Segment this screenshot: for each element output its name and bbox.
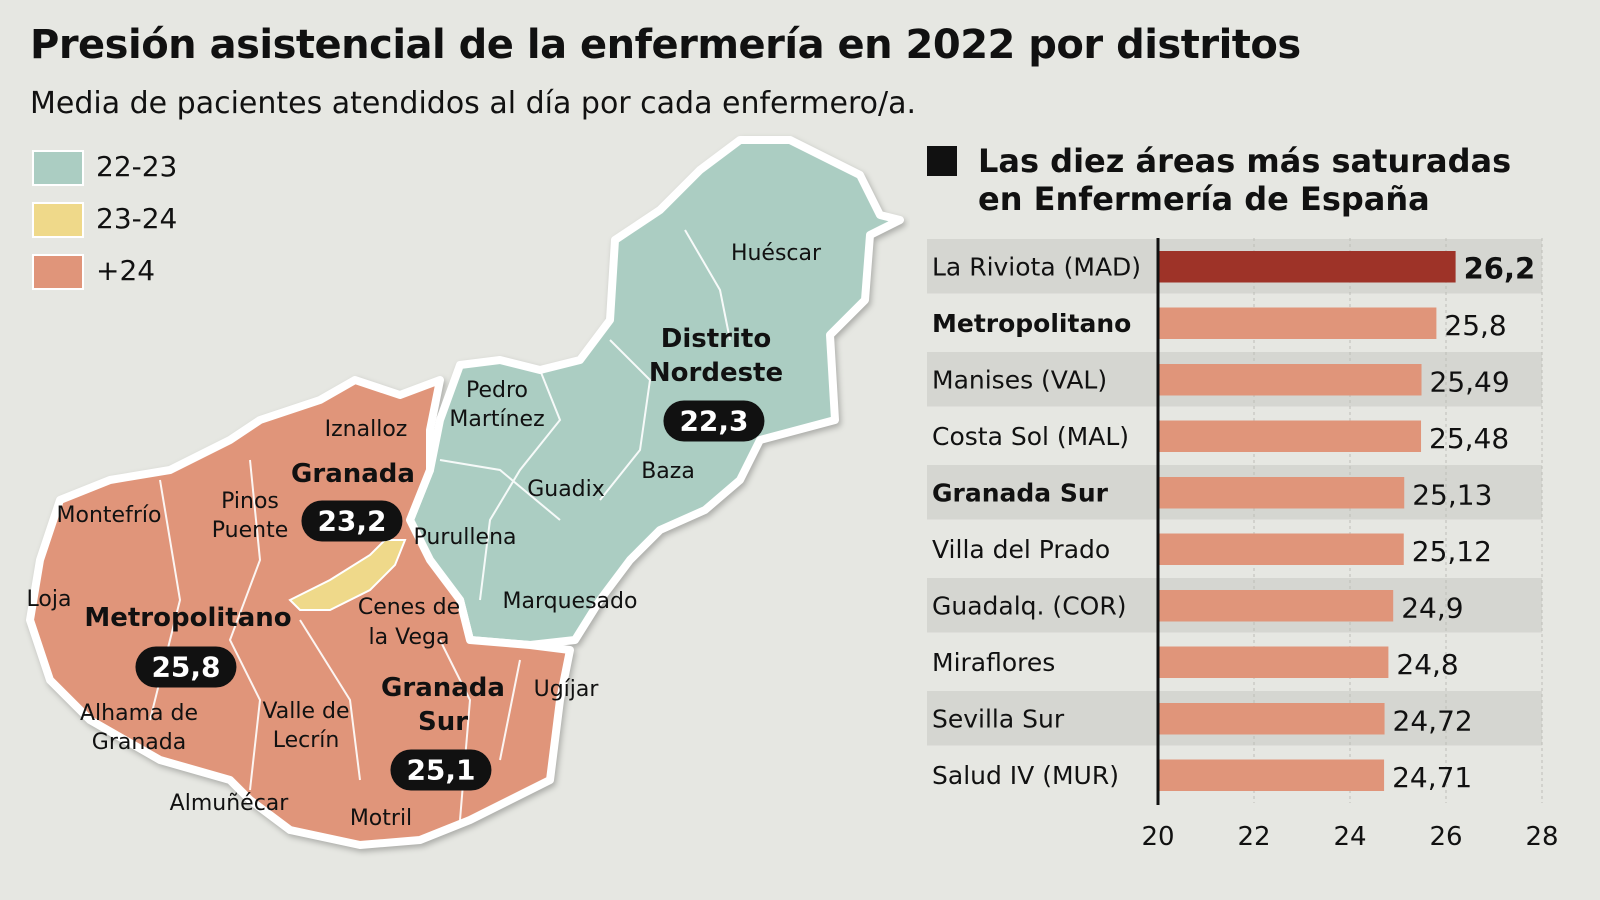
place-label: Marquesado: [502, 589, 638, 614]
category-label: Sevilla Sur: [932, 704, 1065, 733]
x-tick-label: 28: [1525, 822, 1558, 852]
place-label: Guadix: [527, 477, 605, 502]
chart-title-line: Las diez áreas más saturadas: [978, 142, 1512, 180]
x-tick-label: 22: [1237, 822, 1270, 852]
district-value-pill: 23,2: [301, 500, 403, 542]
district-value-pill: 25,8: [135, 646, 237, 688]
place-label: Almuñécar: [169, 791, 289, 816]
bar: [1158, 703, 1385, 735]
value-label: 24,8: [1396, 648, 1458, 681]
place-label: Pedro: [465, 378, 529, 403]
district-value-pill: 25,1: [390, 749, 492, 791]
bar: [1158, 759, 1385, 791]
place-label: Purullena: [413, 525, 517, 550]
bar: [1158, 364, 1422, 396]
x-tick-label: 26: [1429, 822, 1462, 852]
x-tick-label: 20: [1141, 822, 1174, 852]
subtitle: Media de pacientes atendidos al día por …: [30, 86, 917, 121]
category-label: Granada Sur: [932, 478, 1109, 507]
place-label: Puente: [211, 518, 289, 543]
place-label: Lecrín: [272, 728, 340, 753]
place-label: Montefrío: [56, 503, 162, 528]
place-label: Valle de: [262, 699, 350, 724]
bar: [1158, 251, 1456, 283]
place-label: Martínez: [449, 407, 545, 432]
legend-swatch-yellow: [32, 202, 84, 238]
bar: [1158, 477, 1405, 509]
bar: [1158, 646, 1389, 678]
district-map: [26, 136, 904, 849]
chart-title-marker: [927, 146, 957, 176]
district-label: Granada: [291, 459, 415, 489]
value-label: 24,71: [1392, 761, 1472, 794]
place-label: Huéscar: [730, 241, 822, 266]
district-label: Sur: [417, 707, 469, 737]
place-label: Iznalloz: [324, 417, 408, 442]
category-label: Miraflores: [932, 648, 1055, 677]
category-label: Guadalq. (COR): [932, 591, 1126, 620]
place-label: Ugíjar: [533, 677, 599, 702]
place-label: Granada: [91, 730, 187, 755]
category-label: Salud IV (MUR): [932, 761, 1119, 790]
place-label: Pinos: [221, 489, 279, 514]
bar: [1158, 590, 1394, 622]
bar: [1158, 533, 1404, 565]
chart-title-line: en Enfermería de España: [978, 180, 1430, 218]
category-label: La Riviota (MAD): [932, 252, 1141, 281]
place-label: Loja: [26, 587, 72, 612]
legend-label: +24: [96, 254, 156, 287]
region-teal: [406, 136, 904, 649]
value-label: 25,8: [1444, 309, 1506, 342]
district-label: Distrito: [660, 324, 772, 354]
region-yellow: [288, 539, 407, 611]
x-tick-label: 24: [1333, 822, 1366, 852]
category-label: Metropolitano: [932, 309, 1131, 338]
place-label: la Vega: [368, 625, 450, 650]
place-label: Baza: [641, 459, 695, 484]
legend-label: 23-24: [96, 202, 178, 235]
value-label: 25,49: [1430, 365, 1510, 398]
value-label: 24,72: [1393, 704, 1473, 737]
legend-swatch-teal: [32, 150, 84, 186]
bar: [1158, 307, 1437, 339]
bar: [1158, 420, 1422, 452]
page-title: Presión asistencial de la enfermería en …: [30, 22, 1301, 68]
district-label: Granada: [381, 673, 505, 703]
district-label: Metropolitano: [84, 603, 292, 633]
category-label: Villa del Prado: [932, 535, 1110, 564]
district-label: Nordeste: [648, 358, 784, 388]
legend-label: 22-23: [96, 150, 178, 183]
place-label: Alhama de: [80, 701, 198, 726]
chart-title: Las diez áreas más saturadas en Enfermer…: [978, 142, 1511, 218]
value-label: 25,13: [1412, 478, 1492, 511]
region-salmon: [26, 376, 574, 849]
value-label: 24,9: [1401, 591, 1463, 624]
value-label: 25,12: [1412, 535, 1492, 568]
category-label: Costa Sol (MAL): [932, 422, 1129, 451]
place-label: Motril: [349, 806, 413, 831]
value-label: 26,2: [1464, 251, 1536, 285]
value-label: 25,48: [1429, 422, 1509, 455]
district-value-pill: 22,3: [663, 400, 765, 442]
category-label: Manises (VAL): [932, 365, 1107, 394]
legend-swatch-salmon: [32, 254, 84, 290]
place-label: Cenes de: [357, 595, 461, 620]
